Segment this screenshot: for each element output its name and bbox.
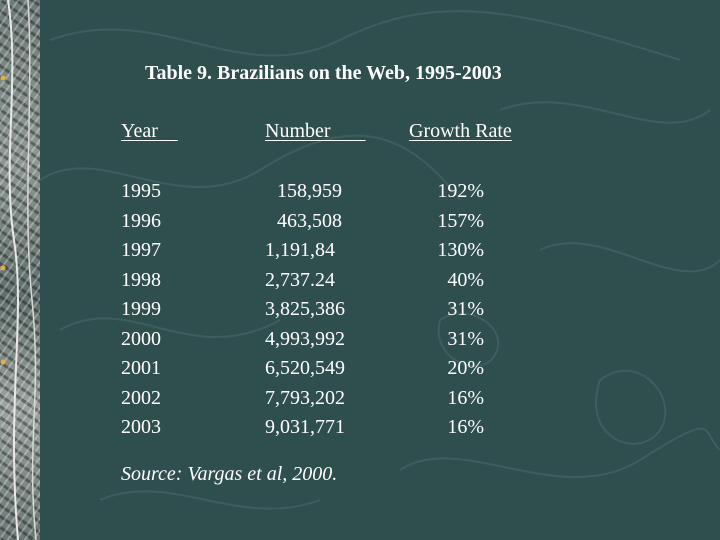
growth-cell: 130% — [437, 239, 484, 261]
growth-cell: 20% — [447, 357, 484, 379]
year-cell: 2001 — [121, 357, 161, 379]
table-title: Table 9. Brazilians on the Web, 1995-200… — [145, 62, 502, 84]
header-year: Year — [121, 120, 178, 142]
number-cell: 7,793,202 — [265, 386, 345, 409]
header-number: Number — [265, 120, 366, 142]
growth-cell: 16% — [447, 416, 484, 438]
number-cell: 3,825,386 — [265, 298, 345, 320]
growth-rate-column: 192% 157% 130% 40% 31% 31% 20% 16% 16% — [420, 177, 484, 443]
number-cell: 463,508 — [277, 209, 342, 232]
year-column: 1995 1996 1997 1998 1999 2000 2001 2002 … — [121, 177, 161, 443]
number-cell: 1,191,84 — [265, 239, 335, 261]
year-cell: 1999 — [121, 298, 161, 320]
number-column: 158,959 463,508 1,191,84 2,737.24 3,825,… — [255, 177, 363, 443]
year-cell: 2003 — [121, 416, 161, 438]
growth-cell: 31% — [447, 298, 484, 320]
growth-cell: 40% — [447, 268, 484, 291]
year-cell: 1995 — [121, 180, 161, 202]
number-cell: 9,031,771 — [265, 416, 345, 438]
year-cell: 1996 — [121, 209, 161, 232]
year-cell: 2002 — [121, 386, 161, 409]
contour-background — [40, 10, 720, 510]
growth-cell: 31% — [447, 327, 484, 350]
year-cell: 1997 — [121, 239, 161, 261]
number-cell: 6,520,549 — [265, 357, 345, 379]
number-cell: 158,959 — [277, 180, 342, 202]
decorative-map-strip — [0, 0, 40, 540]
year-cell: 2000 — [121, 327, 161, 350]
year-cell: 1998 — [121, 268, 161, 291]
growth-cell: 16% — [447, 386, 484, 409]
number-cell: 4,993,992 — [265, 327, 345, 350]
number-cell: 2,737.24 — [265, 268, 335, 291]
header-growth-rate: Growth Rate — [409, 120, 512, 142]
growth-cell: 192% — [437, 180, 484, 202]
source-citation: Source: Vargas et al, 2000. — [121, 463, 338, 485]
growth-cell: 157% — [437, 209, 484, 232]
